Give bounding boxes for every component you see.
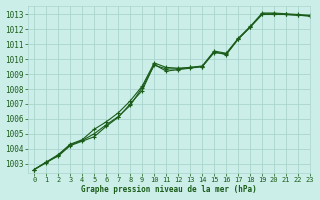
X-axis label: Graphe pression niveau de la mer (hPa): Graphe pression niveau de la mer (hPa) <box>81 185 257 194</box>
